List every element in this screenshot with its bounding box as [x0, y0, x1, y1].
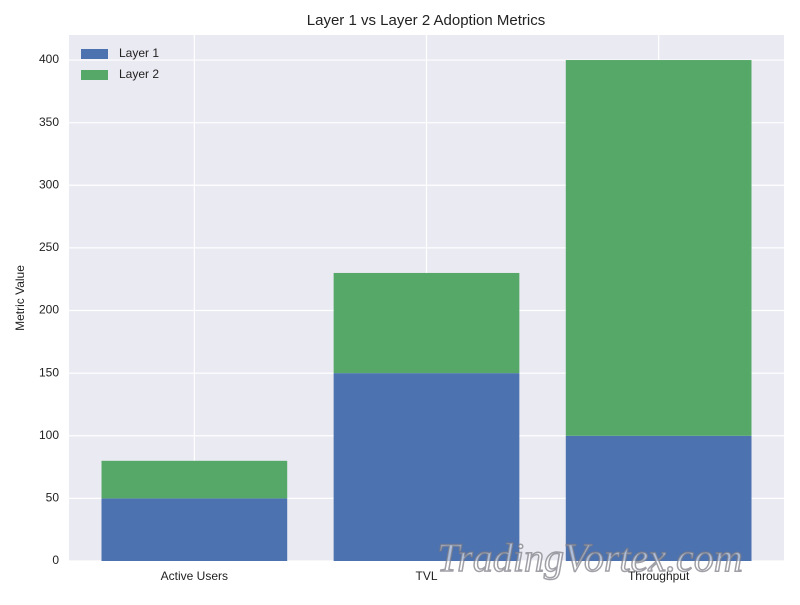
y-tick-label: 150	[39, 365, 59, 379]
legend-swatch	[81, 49, 108, 59]
bar	[333, 373, 520, 561]
bar	[565, 60, 752, 436]
y-tick-label: 100	[39, 428, 59, 442]
y-tick-label: 300	[39, 177, 59, 191]
x-tick-label: TVL	[415, 569, 437, 583]
bar	[101, 460, 288, 499]
chart-title: Layer 1 vs Layer 2 Adoption Metrics	[307, 12, 545, 29]
y-tick-label: 400	[39, 52, 59, 66]
y-tick-label: 50	[46, 491, 60, 505]
watermark: TradingVortex.com	[437, 535, 743, 580]
y-tick-label: 0	[52, 553, 59, 567]
legend-label: Layer 1	[119, 46, 159, 60]
y-tick-label: 350	[39, 115, 59, 129]
bar	[101, 498, 288, 561]
bar	[565, 435, 752, 561]
bar	[333, 272, 520, 374]
x-tick-label: Active Users	[161, 569, 228, 583]
y-axis-label: Metric Value	[13, 265, 27, 331]
legend-label: Layer 2	[119, 67, 159, 81]
y-tick-label: 200	[39, 303, 59, 317]
legend-swatch	[81, 70, 108, 80]
x-tick-label: Throughput	[628, 569, 690, 583]
y-tick-label: 250	[39, 240, 59, 254]
